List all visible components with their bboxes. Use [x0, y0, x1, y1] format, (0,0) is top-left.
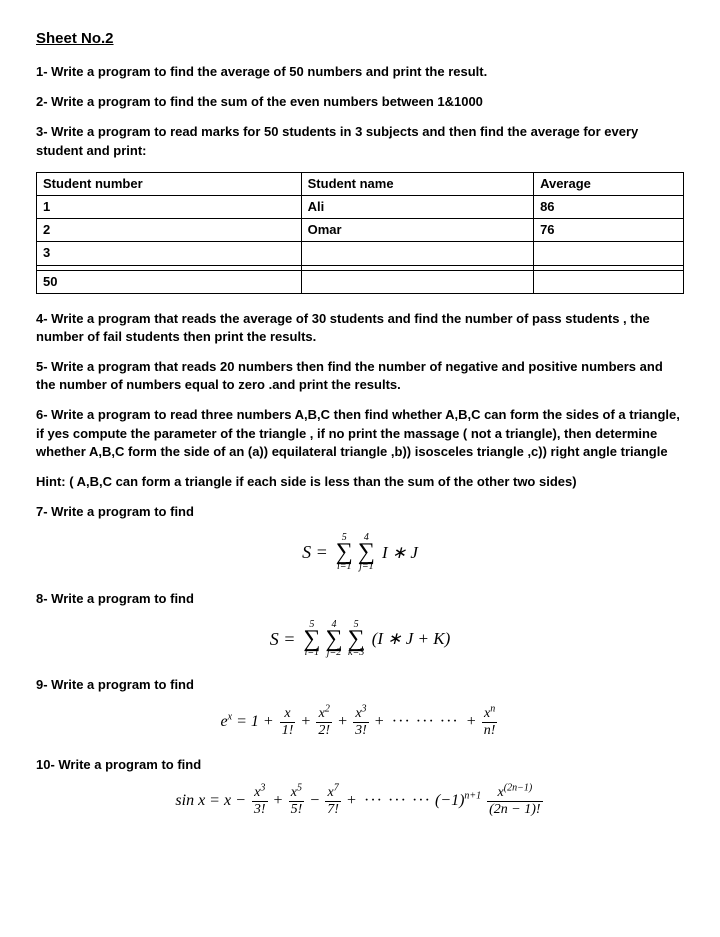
plus-operator: + — [347, 790, 356, 812]
formula-lhs: S = — [302, 540, 328, 565]
question-1: 1- Write a program to find the average o… — [36, 63, 684, 81]
formula-lhs: S = — [270, 627, 296, 652]
cell-avg — [534, 270, 684, 293]
question-6: 6- Write a program to read three numbers… — [36, 406, 684, 461]
question-2: 2- Write a program to find the sum of th… — [36, 93, 684, 111]
fraction: xn n! — [482, 707, 498, 738]
formula-10: sin x = x − x3 3! + x5 5! − x7 7! + ··· … — [36, 786, 684, 817]
sign-term: (−1)n+1 — [435, 790, 481, 812]
sigma-bot: k=3 — [348, 648, 364, 658]
cell-number: 3 — [37, 242, 302, 265]
sigma-symbol: ∑ — [325, 629, 342, 649]
cell-avg: 86 — [534, 195, 684, 218]
sigma-bot: i=1 — [305, 648, 320, 658]
question-10: 10- Write a program to find — [36, 756, 684, 774]
formula-lead: ex = 1 + — [221, 711, 274, 733]
plus-operator: + — [338, 711, 347, 733]
table-row: 2 Omar 76 — [37, 219, 684, 242]
sheet-title: Sheet No.2 — [36, 28, 684, 49]
formula-term: I ∗ J — [382, 541, 418, 565]
cell-number: 1 — [37, 195, 302, 218]
formula-9: ex = 1 + x 1! + x2 2! + x3 3! + ··· ··· … — [36, 707, 684, 738]
cell-avg — [534, 242, 684, 265]
col-header-average: Average — [534, 172, 684, 195]
plus-operator: + — [375, 711, 384, 733]
question-8: 8- Write a program to find — [36, 590, 684, 608]
question-9: 9- Write a program to find — [36, 676, 684, 694]
cell-name: Omar — [301, 219, 533, 242]
cell-name — [301, 270, 533, 293]
sigma-icon: 5 ∑ i=1 — [303, 620, 320, 658]
question-3: 3- Write a program to read marks for 50 … — [36, 123, 684, 159]
formula-7: S = 5 ∑ i=1 4 ∑ j=1 I ∗ J — [36, 533, 684, 571]
fraction: x3 3! — [252, 786, 268, 817]
cell-number: 2 — [37, 219, 302, 242]
ellipsis: ··· ··· ··· — [392, 711, 459, 733]
question-4: 4- Write a program that reads the averag… — [36, 310, 684, 346]
fraction: x 1! — [280, 707, 296, 738]
ellipsis: ··· ··· ··· — [364, 790, 431, 812]
sigma-bot: i=1 — [337, 562, 352, 572]
plus-operator: + — [301, 711, 310, 733]
plus-operator: + — [274, 790, 283, 812]
table-row: 3 — [37, 242, 684, 265]
formula-term: (I ∗ J + K) — [372, 627, 451, 651]
fraction: x2 2! — [316, 707, 332, 738]
sigma-bot: j=2 — [327, 648, 342, 658]
question-5: 5- Write a program that reads 20 numbers… — [36, 358, 684, 394]
fraction: x7 7! — [325, 786, 341, 817]
hint-6: Hint: ( A,B,C can form a triangle if eac… — [36, 473, 684, 491]
fraction: x5 5! — [289, 786, 305, 817]
sigma-icon: 5 ∑ k=3 — [348, 620, 365, 658]
table-header-row: Student number Student name Average — [37, 172, 684, 195]
col-header-name: Student name — [301, 172, 533, 195]
sigma-symbol: ∑ — [358, 542, 375, 562]
sigma-symbol: ∑ — [336, 542, 353, 562]
col-header-number: Student number — [37, 172, 302, 195]
minus-operator: − — [310, 790, 319, 812]
sigma-icon: 4 ∑ j=1 — [358, 533, 375, 571]
cell-name: Ali — [301, 195, 533, 218]
table-row: 50 — [37, 270, 684, 293]
plus-operator: + — [467, 711, 476, 733]
fraction: x3 3! — [353, 707, 369, 738]
formula-8: S = 5 ∑ i=1 4 ∑ j=2 5 ∑ k=3 (I ∗ J + K) — [36, 620, 684, 658]
table-row: 1 Ali 86 — [37, 195, 684, 218]
sigma-symbol: ∑ — [348, 629, 365, 649]
cell-name — [301, 242, 533, 265]
cell-number: 50 — [37, 270, 302, 293]
sigma-icon: 4 ∑ j=2 — [325, 620, 342, 658]
formula-lead: sin x = x − — [175, 790, 245, 812]
students-table: Student number Student name Average 1 Al… — [36, 172, 684, 294]
question-7: 7- Write a program to find — [36, 503, 684, 521]
sigma-icon: 5 ∑ i=1 — [336, 533, 353, 571]
sigma-symbol: ∑ — [303, 629, 320, 649]
fraction: x(2n−1) (2n − 1)! — [487, 786, 542, 817]
sigma-bot: j=1 — [359, 562, 374, 572]
cell-avg: 76 — [534, 219, 684, 242]
